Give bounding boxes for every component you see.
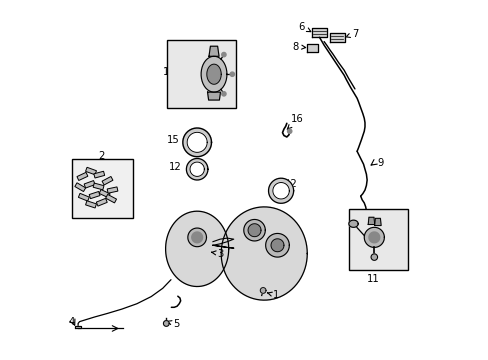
Polygon shape [268,178,293,203]
Text: 12: 12 [284,179,297,189]
Polygon shape [187,132,207,152]
Text: 2: 2 [99,151,105,161]
Polygon shape [163,320,169,326]
Polygon shape [102,176,113,185]
Polygon shape [270,239,284,252]
FancyBboxPatch shape [348,209,407,270]
Polygon shape [187,228,206,247]
Polygon shape [329,33,344,41]
Polygon shape [105,194,116,203]
Polygon shape [306,44,317,51]
Polygon shape [77,172,88,180]
Polygon shape [89,192,100,199]
Polygon shape [93,183,104,190]
Polygon shape [244,220,265,241]
Polygon shape [96,198,107,206]
Polygon shape [75,183,85,192]
Polygon shape [287,129,291,133]
Polygon shape [84,181,95,188]
Text: 7: 7 [346,29,358,39]
Text: 1: 1 [267,291,279,301]
Polygon shape [265,233,289,257]
Polygon shape [272,183,289,199]
Polygon shape [85,167,96,175]
FancyBboxPatch shape [72,159,132,219]
Polygon shape [165,211,228,287]
Polygon shape [212,238,233,245]
FancyBboxPatch shape [167,40,235,108]
Polygon shape [230,72,234,76]
Polygon shape [247,224,261,237]
Text: 10: 10 [163,67,175,77]
Polygon shape [85,201,96,208]
Polygon shape [94,171,104,178]
Text: 3: 3 [211,248,223,258]
Text: 6: 6 [298,22,310,32]
Polygon shape [208,46,219,56]
Polygon shape [190,162,204,176]
Polygon shape [186,158,207,180]
Polygon shape [367,217,374,225]
Polygon shape [78,193,89,201]
Polygon shape [311,28,326,37]
Text: 8: 8 [292,42,305,51]
Text: 12: 12 [169,162,193,172]
Text: 14: 14 [362,242,375,252]
Polygon shape [260,288,265,293]
Polygon shape [207,92,220,100]
Polygon shape [183,128,211,157]
Text: 5: 5 [167,319,179,329]
Polygon shape [107,187,118,193]
Text: 11: 11 [366,274,379,284]
Polygon shape [368,232,379,243]
Polygon shape [221,53,225,57]
Polygon shape [206,64,221,84]
Polygon shape [99,190,110,198]
Polygon shape [191,232,202,243]
Text: 13: 13 [177,78,196,88]
Text: 16: 16 [287,114,303,129]
Polygon shape [221,207,306,300]
Polygon shape [348,220,357,227]
Polygon shape [370,254,377,260]
Polygon shape [364,228,384,247]
Polygon shape [221,92,225,96]
Text: 4: 4 [68,317,75,327]
Text: 9: 9 [376,158,383,168]
Polygon shape [75,325,81,328]
Text: 15: 15 [167,135,193,145]
Polygon shape [374,219,380,226]
Polygon shape [201,56,226,92]
